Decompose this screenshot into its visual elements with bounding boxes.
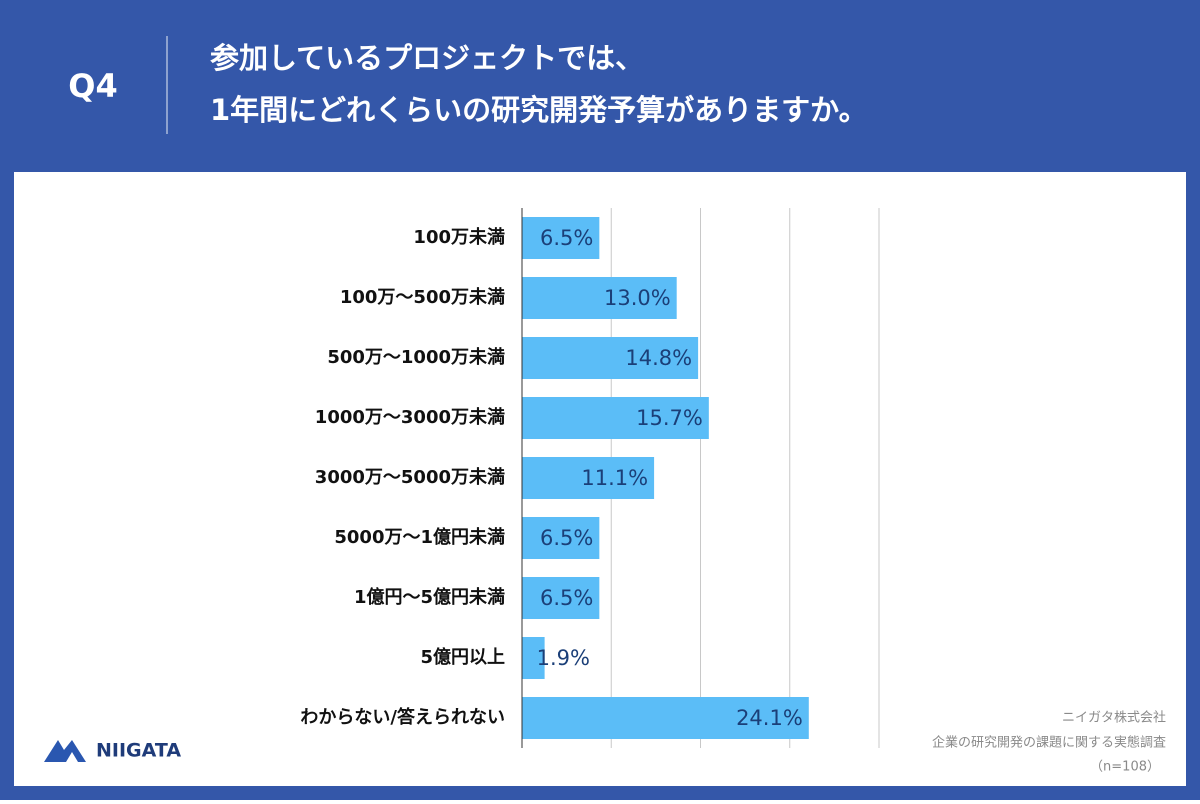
category-label: 3000万〜5000万未満 bbox=[315, 466, 505, 488]
category-label: 5000万〜1億円未満 bbox=[334, 526, 505, 548]
bar bbox=[522, 277, 677, 319]
value-label: 15.7% bbox=[636, 406, 703, 430]
value-label: 6.5% bbox=[540, 526, 593, 550]
value-label: 11.1% bbox=[581, 466, 648, 490]
bar bbox=[522, 457, 655, 499]
title-line: 1年間にどれくらいの研究開発予算がありますか。 bbox=[210, 93, 868, 127]
value-label: 1.9% bbox=[537, 646, 590, 670]
bar bbox=[522, 397, 709, 439]
credit: （n=108） bbox=[1090, 760, 1160, 775]
category-label: 1000万〜3000万未満 bbox=[315, 406, 505, 428]
category-label: わからない/答えられない bbox=[300, 706, 505, 728]
category-label: 100万〜500万未満 bbox=[340, 286, 505, 308]
bar bbox=[522, 697, 809, 739]
bar bbox=[522, 337, 699, 379]
bar bbox=[522, 637, 545, 679]
logo: NIIGATA bbox=[44, 740, 181, 762]
value-label: 6.5% bbox=[540, 226, 593, 250]
bar bbox=[522, 517, 600, 559]
question-number: Q4 bbox=[68, 67, 117, 105]
bar bbox=[522, 217, 600, 259]
logo-mark bbox=[44, 740, 86, 762]
category-label: 1億円〜5億円未満 bbox=[354, 586, 505, 608]
category-label: 5億円以上 bbox=[420, 646, 505, 668]
category-label: 500万〜1000万未満 bbox=[327, 346, 505, 368]
value-label: 6.5% bbox=[540, 586, 593, 610]
category-label: 100万未満 bbox=[413, 226, 505, 248]
logo-text: NIIGATA bbox=[96, 740, 181, 762]
credit: 企業の研究開発の課題に関する実態調査 bbox=[932, 735, 1166, 751]
title-line: 参加しているプロジェクトでは、 bbox=[210, 41, 644, 75]
value-label: 13.0% bbox=[604, 286, 671, 310]
credit: ニイガタ株式会社 bbox=[1062, 710, 1166, 726]
value-label: 24.1% bbox=[736, 706, 803, 730]
bar bbox=[522, 577, 600, 619]
value-label: 14.8% bbox=[625, 346, 692, 370]
